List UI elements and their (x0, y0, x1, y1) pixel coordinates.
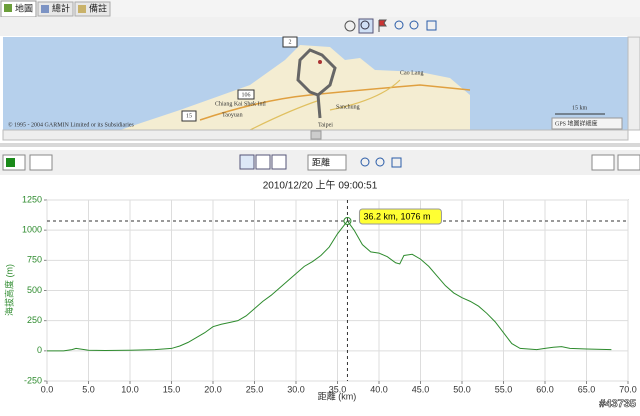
crosshair-point (343, 216, 352, 225)
map-label: Taipei (318, 122, 333, 128)
x-tick-label: 0.0 (41, 384, 54, 394)
annotation-box (358, 208, 442, 225)
x-tick-label: 55.0 (495, 384, 513, 394)
style-button[interactable] (29, 154, 53, 171)
detail-box (551, 117, 623, 130)
x-tick-label: 15.0 (163, 384, 181, 394)
scale-label: 15 km (572, 105, 588, 111)
scroll-thumb[interactable] (310, 130, 322, 140)
map-label: Cao Lang (400, 70, 424, 76)
y-tick-label: 1000 (22, 225, 42, 235)
zoom-in[interactable] (394, 20, 404, 30)
y-tick-label: 250 (27, 315, 42, 325)
map-road (199, 84, 471, 121)
map-route (296, 48, 337, 119)
chart-title: 2010/12/20 上午 09:00:51 (263, 179, 378, 192)
tab-icon (78, 5, 86, 13)
x-tick-label: 65.0 (578, 384, 596, 394)
panel-button[interactable] (617, 154, 640, 171)
y-tick-label: 750 (27, 255, 42, 265)
map-label: Taoyuan (222, 112, 243, 118)
zoom-tool[interactable] (358, 18, 374, 34)
view-button[interactable] (239, 154, 255, 170)
copyright: © 1995 - 2004 GARMIN Limited or its Subs… (8, 121, 135, 128)
flag-tool[interactable] (378, 19, 387, 32)
x-tick-label: 25.0 (246, 384, 264, 394)
x-tick-label: 40.0 (370, 384, 388, 394)
road-shield (237, 89, 255, 100)
fit-tool[interactable] (426, 20, 437, 31)
x-tick-label: 30.0 (287, 384, 305, 394)
zoom-in[interactable] (360, 157, 370, 167)
map-toolbar (0, 17, 640, 36)
x-axis-label: 距離 (km) (318, 390, 357, 401)
map-label: 106 (242, 92, 251, 98)
v-scrollbar[interactable] (627, 36, 640, 131)
splitter[interactable] (0, 143, 640, 147)
x-tick-label: 50.0 (453, 384, 471, 394)
tab-label: 總計 (52, 2, 70, 13)
view-button[interactable] (255, 154, 271, 170)
map-road (249, 79, 401, 131)
x-tick-label: 45.0 (412, 384, 430, 394)
y-tick-label: 0 (37, 345, 42, 355)
annotation-label: 36.2 km, 1076 m (363, 211, 430, 221)
map-point (318, 60, 322, 64)
view-button[interactable] (271, 154, 287, 170)
zoom-out[interactable] (409, 20, 419, 30)
tab-label: 備註 (89, 2, 107, 13)
y-tick-label: -250 (24, 375, 42, 385)
x-tick-label: 35.0 (329, 384, 347, 394)
road-shield (181, 110, 197, 122)
road-shield (282, 36, 298, 48)
map-label: Sanchung (336, 104, 360, 110)
watermark: #43735 (599, 398, 636, 410)
x-tick-label: 20.0 (204, 384, 222, 394)
y-axis-label: 海拔高度 (m) (3, 264, 14, 316)
x-tick-label: 70.0 (619, 384, 637, 394)
map-land (120, 45, 470, 130)
axis-dropdown[interactable] (307, 154, 347, 171)
tab-icon (4, 4, 12, 12)
zoom-out[interactable] (375, 157, 385, 167)
detail-label: GPS 地圖詳細度 (555, 119, 598, 127)
fit-tool[interactable] (391, 157, 402, 168)
tab-bar (0, 0, 640, 17)
dropdown-label: 距離 (312, 156, 330, 167)
x-tick-label: 5.0 (82, 384, 95, 394)
tab-icon (41, 5, 49, 13)
y-tick-label: 1250 (22, 194, 42, 204)
tab-label: 地圖 (15, 2, 33, 13)
pan-tool[interactable] (344, 20, 356, 32)
y-tick-label: 500 (27, 285, 42, 295)
map-label: 15 (186, 113, 192, 119)
panel-button[interactable] (591, 154, 615, 171)
map-label: Chiang Kai Shek Intl (215, 101, 266, 107)
x-tick-label: 10.0 (121, 384, 139, 394)
map-label: 2 (289, 39, 292, 45)
x-tick-label: 60.0 (536, 384, 554, 394)
